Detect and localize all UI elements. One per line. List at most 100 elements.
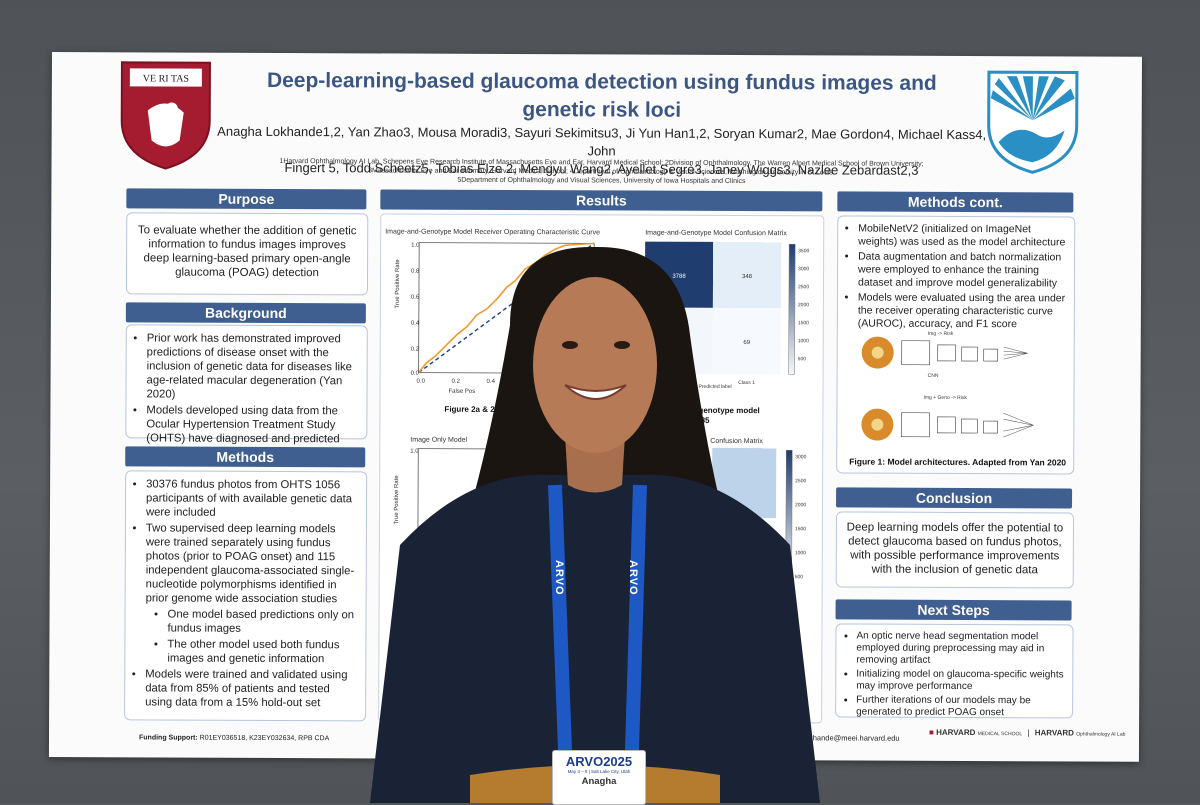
colorbar-tick: 500 [795,574,804,580]
cm-value: 69 [743,340,750,346]
methods-cont-heading: Methods cont. [837,191,1074,213]
conclusion-heading: Conclusion [836,487,1073,509]
methods-item: Two supervised deep learning models were… [145,521,358,666]
colorbar-tick: 2500 [795,478,806,484]
optic-disc-icon [871,346,884,359]
results-heading: Results [380,189,823,212]
background-box: Prior work has demonstrated improved pre… [125,324,368,459]
affiliations: 1Harvard Ophthalmology AI Lab, Schepens … [201,157,1001,187]
purpose-heading: Purpose [126,188,367,210]
methods-sublist: One model based predictions only on fund… [145,605,357,666]
colorbar-tick: 2000 [795,502,806,508]
methods-box: 30376 fundus photos from OHTS 1056 parti… [124,470,368,722]
background-heading: Background [125,302,366,324]
arch2-label: Img + Geno -> Risk [923,395,967,401]
harvard-shield-logo: VE RI TAS [120,61,211,170]
colorbar-tick: 3500 [798,248,809,254]
x-tick: 0.0 [417,379,426,385]
cm-value: 348 [742,274,753,280]
cnn-block [901,340,931,366]
hms-logo-sub: MEDICAL SCHOOL [977,731,1023,738]
colorbar-tick: 2500 [798,284,809,290]
cm-value: 3788 [672,274,686,280]
methods-cont-item: MobileNetV2 (initialized on ImageNet wei… [858,223,1066,250]
arch1-label: Img -> Risk [928,331,954,337]
cnn-block [961,346,979,362]
colorbar-tick: 500 [798,356,807,362]
colorbar-tick: 1000 [798,338,809,344]
ai-lab-logo-sub: Ophthalmology AI Lab [1076,731,1126,738]
colorbar-tick: 1500 [795,526,806,532]
colorbar-tick: 1000 [795,550,806,556]
funding-support: Funding Support: R01EY036518, K23EY03263… [139,734,329,742]
funding-label: Funding Support: [138,734,198,742]
hms-logo-text: HARVARD [936,727,976,738]
colorbar-tick: 2000 [798,302,809,308]
cm-class-label: Class 1 [738,380,755,386]
title-line-1: Deep-learning-based glaucoma detection u… [266,68,937,95]
purpose-box: To evaluate whether the addition of gene… [125,212,369,296]
x-tick: 0.2 [452,379,461,385]
methods-cont-item: Models were evaluated using the area und… [858,292,1066,332]
poster-title: Deep-learning-based glaucoma detection u… [232,67,972,126]
y-tick: 0.2 [411,347,420,353]
badge-name: Anagha [581,776,617,787]
cnn-block [936,416,956,434]
colorbar-tick: 1500 [798,320,809,326]
dense-layer [1003,412,1035,438]
cnn-block [900,412,930,438]
optic-disc-icon [871,418,884,431]
purpose-text: To evaluate whether the addition of gene… [137,224,357,280]
roc2-ylabel: True Positive Rate [394,475,400,525]
cnn-block [937,344,957,362]
left-eye [562,341,578,349]
y-tick: 0.0 [411,371,420,377]
methods-cont-list: MobileNetV2 (initialized on ImageNet wei… [838,216,1075,339]
next-steps-item: Further iterations of our models may be … [856,695,1064,720]
funding-text: R01EY036518, K23EY032634, RPB CDA [199,734,330,743]
roc-ylabel: True Positive Rate [395,259,401,309]
presenter-person [370,246,820,803]
next-steps-list: An optic nerve head segmentation model e… [836,624,1072,727]
navy-sweater [370,474,820,803]
methods-cont-item: Data augmentation and batch normalizatio… [858,251,1066,291]
veritas-text: VE RI TAS [143,73,189,84]
methods-item: 30376 fundus photos from OHTS 1056 parti… [146,477,358,520]
colorbar [788,243,796,375]
hair-top [532,270,660,305]
chance-line [418,242,595,374]
next-steps-item: An optic nerve head segmentation model e… [856,631,1064,668]
y-tick: 0.8 [411,269,420,275]
badge-logo: ARVO2025 [565,754,633,769]
methods-subitem: The other model used both fundus images … [167,638,357,667]
methods-heading: Methods [125,446,366,468]
methods-cont-box: MobileNetV2 (initialized on ImageNet wei… [836,215,1076,475]
conclusion-box: Deep learning models offer the potential… [835,511,1075,589]
conference-badge: ARVO2025 May 4 – 8 | Salt Lake City, Uta… [552,750,646,805]
next-steps-heading: Next Steps [835,599,1072,621]
figure1-caption: Figure 1: Model architectures. Adapted f… [849,456,1067,468]
roc-title: Image-and-Genotype Model Receiver Operat… [385,228,600,237]
harvard-shield-small-icon: ■ [929,727,934,737]
roc-xlabel: False Pos [449,389,476,395]
methods-item: Models were trained and validated using … [145,667,357,710]
roc-curve [417,242,595,374]
colorbar-tick: 3000 [795,454,806,460]
confusion-matrix-title: Image-and-Genotype Model Confusion Matri… [645,229,787,238]
cnn-block [983,348,999,362]
face [533,277,657,453]
badge-subtitle: May 4 – 8 | Salt Lake City, Utah [567,769,631,774]
cm-cell-br [712,307,781,375]
ai-lab-logo-text: HARVARD [1034,728,1074,738]
dense-layer [1003,346,1028,360]
methods-subitem: One model based predictions only on fund… [167,608,357,637]
methods-list: 30376 fundus photos from OHTS 1056 parti… [125,471,366,718]
lanyard-text-right: ARVO [627,560,639,596]
cnn-label: CNN [928,373,939,379]
lanyard-right [625,484,647,751]
colorbar-tick: 3000 [798,266,809,272]
next-steps-item: Initializing model on glaucoma-specific … [856,669,1064,694]
lanyard-text-left: ARVO [553,560,565,596]
cm-xlabel: Predicted label [699,384,732,390]
y-tick: 0.6 [411,295,420,301]
